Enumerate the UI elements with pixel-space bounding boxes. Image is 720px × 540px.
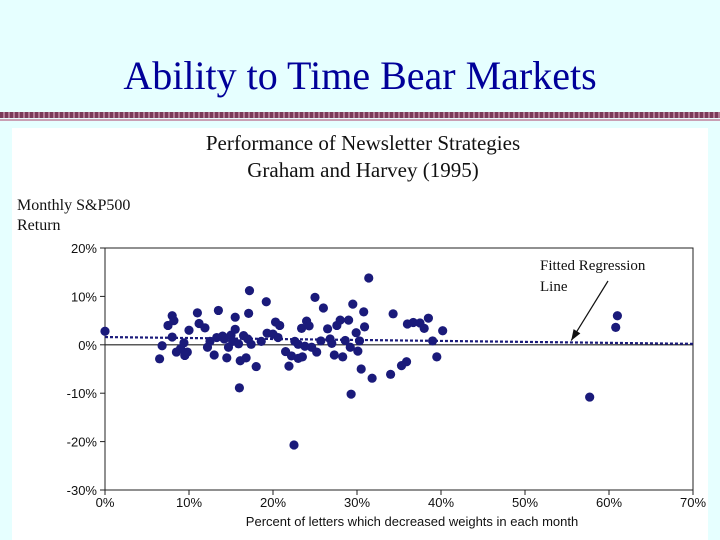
data-point — [284, 361, 294, 371]
y-tick-label: -20% — [67, 435, 98, 450]
data-point — [335, 315, 345, 325]
data-point — [346, 389, 356, 399]
data-point — [419, 323, 429, 333]
y-axis-label-line1: Monthly S&P500 — [17, 197, 130, 214]
data-point — [296, 323, 307, 333]
data-point — [353, 346, 363, 356]
data-point — [401, 357, 412, 367]
x-tick-label: 60% — [596, 495, 622, 510]
data-point — [432, 352, 442, 362]
data-point — [338, 352, 348, 362]
data-point — [354, 336, 365, 346]
data-point — [230, 312, 240, 322]
data-point — [611, 322, 621, 332]
data-point — [182, 347, 192, 357]
data-point — [323, 324, 333, 334]
data-point — [351, 328, 361, 338]
data-point — [312, 347, 322, 357]
data-point — [200, 323, 210, 333]
data-point — [340, 335, 350, 346]
data-point — [344, 315, 354, 325]
data-point — [428, 336, 438, 346]
data-point — [289, 440, 299, 450]
data-point — [297, 352, 307, 362]
data-point — [273, 332, 283, 343]
annotation-arrow — [570, 280, 609, 341]
y-tick-label: -10% — [67, 386, 98, 401]
data-point — [612, 311, 623, 321]
data-point — [179, 338, 189, 348]
data-point — [345, 342, 355, 352]
x-tick-label: 70% — [680, 495, 706, 510]
data-point — [244, 285, 255, 296]
data-point — [327, 338, 337, 348]
plot-frame — [104, 247, 694, 491]
data-point — [300, 341, 310, 351]
data-point — [585, 392, 595, 402]
data-point — [359, 307, 369, 317]
chart-title: Performance of Newsletter Strategies — [206, 131, 520, 155]
data-point — [388, 309, 398, 319]
data-point — [408, 317, 418, 328]
y-tick-label: 10% — [71, 289, 97, 304]
data-point — [251, 361, 261, 372]
data-point — [364, 273, 374, 283]
title-divider-thin — [0, 119, 720, 121]
data-point — [261, 297, 271, 307]
data-point — [348, 299, 358, 309]
chart-subtitle: Graham and Harvey (1995) — [247, 158, 479, 182]
data-point — [169, 316, 179, 326]
scatter-chart: Performance of Newsletter Strategies Gra… — [17, 131, 707, 529]
x-tick-label: 50% — [512, 495, 538, 510]
annotation-line1: Fitted Regression — [540, 258, 646, 274]
data-point — [219, 334, 229, 344]
data-point — [316, 336, 326, 346]
data-point — [256, 336, 266, 347]
y-tick-label: 0% — [78, 338, 97, 353]
data-point — [241, 353, 251, 363]
x-tick-label: 40% — [428, 495, 454, 510]
annotation-line2: Line — [540, 279, 568, 295]
chart-figure: Performance of Newsletter Strategies Gra… — [12, 128, 708, 540]
annotation-arrowhead — [571, 329, 581, 341]
data-point — [192, 308, 202, 318]
data-point — [275, 320, 285, 331]
data-point — [359, 322, 370, 332]
regression-line — [104, 335, 694, 345]
y-tick-label: -30% — [67, 483, 98, 498]
slide-title: Ability to Time Bear Markets — [123, 53, 597, 98]
x-tick-label: 30% — [344, 495, 370, 510]
x-tick-label: 20% — [260, 495, 286, 510]
y-axis-label-line2: Return — [17, 217, 61, 234]
data-point — [246, 339, 256, 349]
data-point — [386, 369, 396, 379]
data-point — [233, 339, 244, 349]
x-tick-label: 0% — [96, 495, 115, 510]
y-tick-label: 20% — [71, 241, 97, 256]
x-tick-label: 10% — [176, 495, 202, 510]
data-point — [304, 321, 314, 331]
data-point — [329, 350, 339, 360]
title-divider — [0, 112, 720, 118]
data-point — [438, 326, 448, 336]
data-point — [184, 325, 194, 335]
data-point — [205, 336, 215, 347]
data-point — [222, 353, 232, 363]
data-point — [244, 308, 254, 318]
data-point — [157, 341, 167, 351]
data-point — [423, 313, 433, 323]
data-point — [209, 350, 219, 360]
data-point — [356, 364, 366, 374]
data-point — [310, 292, 320, 302]
data-point — [230, 324, 240, 334]
data-point — [213, 305, 223, 316]
data-point — [318, 303, 328, 313]
data-point — [234, 383, 244, 393]
data-point — [100, 326, 110, 336]
data-point — [167, 332, 177, 342]
data-point — [367, 373, 377, 383]
data-point — [155, 354, 165, 364]
x-axis-label: Percent of letters which decreased weigh… — [246, 514, 578, 529]
plot-area: 20%10%0%-10%-20%-30%0% 10% 20% 30% 40% 50% 60%… — [67, 241, 707, 510]
